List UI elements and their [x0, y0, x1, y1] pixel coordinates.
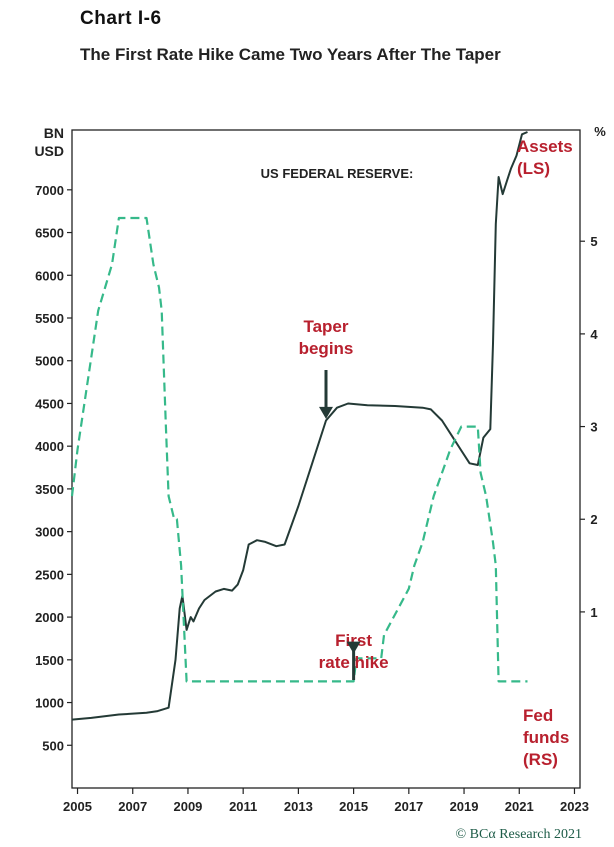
right-y-tick-label: 1 [590, 605, 597, 620]
x-tick-label: 2013 [284, 799, 313, 814]
x-tick-label: 2015 [339, 799, 368, 814]
x-tick-label: 2011 [229, 799, 257, 814]
left-axis-unit-usd: USD [34, 143, 64, 159]
plot-frame [71, 129, 581, 789]
x-tick-label: 2017 [394, 799, 423, 814]
chart-label: Chart I-6 [80, 8, 162, 29]
left-y-tick-label: 6000 [35, 268, 64, 283]
taper-arrow-head [319, 406, 333, 419]
left-y-tick-label: 1000 [35, 696, 64, 711]
left-y-tick-label: 3500 [35, 482, 64, 497]
assets-series-line [71, 131, 528, 721]
x-tick-label: 2023 [560, 799, 589, 814]
left-y-tick-label: 3000 [35, 525, 64, 540]
left-y-tick-label: 6500 [35, 226, 64, 241]
assets-series-label: Assets (LS) [517, 137, 573, 178]
chart-title: The First Rate Hike Came Two Years After… [80, 45, 501, 64]
left-y-tick-label: 5000 [35, 354, 64, 369]
left-axis-unit-bn: BN [44, 125, 64, 141]
x-tick-label: 2021 [505, 799, 534, 814]
left-y-tick-label: 4000 [35, 439, 64, 454]
x-tick-label: 2009 [173, 799, 202, 814]
left-y-tick-label: 4500 [35, 396, 64, 411]
rate-hike-arrow-head [346, 641, 361, 654]
credit-text: © BCα Research 2021 [455, 827, 582, 842]
right-y-tick-label: 2 [590, 512, 597, 527]
plot-subtitle: US FEDERAL RESERVE: [261, 166, 414, 181]
left-y-tick-label: 7000 [35, 183, 64, 198]
left-y-tick-label: 500 [42, 738, 64, 753]
left-y-tick-label: 5500 [35, 311, 64, 326]
left-y-tick-label: 2500 [35, 567, 64, 582]
right-y-tick-label: 5 [590, 234, 597, 249]
left-y-tick-label: 2000 [35, 610, 64, 625]
x-tick-label: 2005 [63, 799, 92, 814]
right-y-tick-label: 4 [590, 327, 598, 342]
right-y-tick-label: 3 [590, 420, 597, 435]
right-axis-unit: % [594, 124, 606, 139]
taper-begins-label: Taper begins [299, 317, 354, 358]
x-tick-label: 2019 [450, 799, 479, 814]
fed-funds-series-label: Fed funds (RS) [523, 706, 569, 769]
x-tick-label: 2007 [118, 799, 147, 814]
left-y-tick-label: 1500 [35, 653, 64, 668]
fed-funds-series-line [70, 216, 528, 683]
